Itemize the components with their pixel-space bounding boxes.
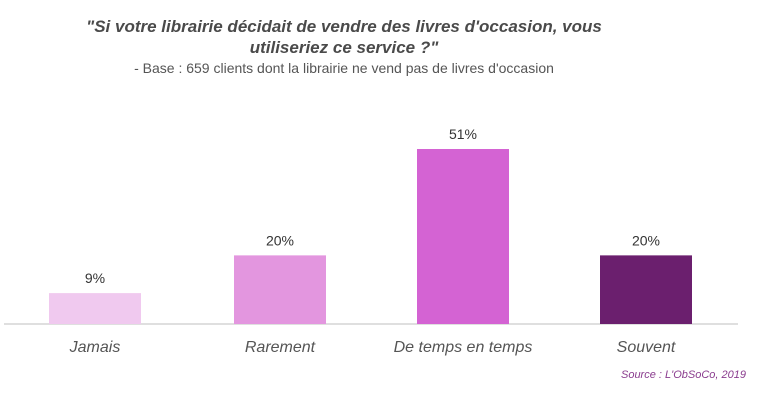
bar-3 xyxy=(600,255,692,324)
data-label-0: 9% xyxy=(85,270,105,286)
bar-2 xyxy=(417,149,509,324)
bar-1 xyxy=(234,255,326,324)
chart-subtitle: - Base : 659 clients dont la librairie n… xyxy=(134,60,554,76)
category-label-3: Souvent xyxy=(617,339,676,356)
chart-title-line-2: utiliseriez ce service ?" xyxy=(249,38,439,57)
category-label-1: Rarement xyxy=(245,339,316,356)
data-label-3: 20% xyxy=(632,232,660,248)
category-label-0: Jamais xyxy=(69,339,121,356)
chart-title-line-1: "Si votre librairie décidait de vendre d… xyxy=(86,17,602,36)
data-label-2: 51% xyxy=(449,126,477,142)
bar-0 xyxy=(49,293,141,324)
data-label-1: 20% xyxy=(266,232,294,248)
source-note: Source : L'ObSoCo, 2019 xyxy=(620,369,746,381)
chart-title: "Si votre librairie décidait de vendre d… xyxy=(0,16,688,58)
category-label-2: De temps en temps xyxy=(394,339,533,356)
